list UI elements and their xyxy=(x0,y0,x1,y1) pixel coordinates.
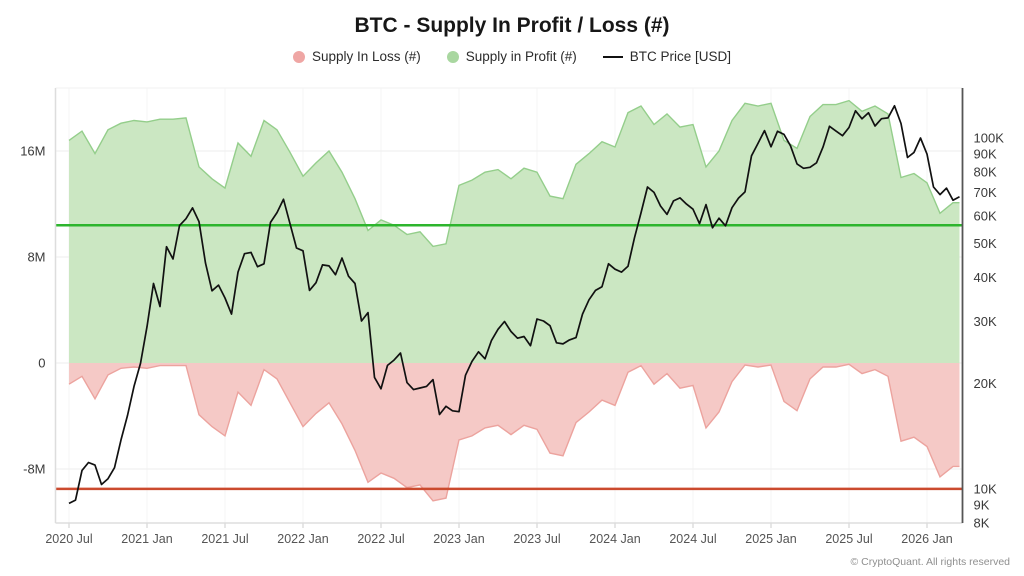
x-axis-tick-label: 2025 Jan xyxy=(745,532,796,546)
legend-item-1[interactable]: Supply in Profit (#) xyxy=(446,49,577,64)
x-axis-tick-label: 2024 Jul xyxy=(669,532,716,546)
x-axis-tick-label: 2020 Jul xyxy=(45,532,92,546)
left-axis-tick-label: 16M xyxy=(20,144,45,159)
right-axis-tick-label: 9K xyxy=(974,498,990,513)
right-axis-tick-label: 60K xyxy=(974,208,997,223)
legend-label: Supply in Profit (#) xyxy=(465,49,577,64)
x-axis-tick-label: 2022 Jan xyxy=(277,532,328,546)
right-axis-tick-label: 80K xyxy=(974,165,997,180)
left-axis-tick-label: 8M xyxy=(27,250,45,265)
chart-title: BTC - Supply In Profit / Loss (#) xyxy=(354,14,670,37)
x-axis-tick-label: 2026 Jan xyxy=(901,532,952,546)
btc-price-line xyxy=(68,104,960,505)
legend: Supply In Loss (#) Supply in Profit (#) BT… xyxy=(0,49,1024,64)
legend-label: Supply In Loss (#) xyxy=(311,49,421,64)
right-axis-tick-label: 30K xyxy=(974,314,997,329)
x-axis-tick-label: 2023 Jul xyxy=(513,532,560,546)
right-axis-tick-label: 40K xyxy=(974,270,997,285)
right-axis-tick-label: 20K xyxy=(974,376,997,391)
x-axis-tick-label: 2025 Jul xyxy=(825,532,872,546)
right-axis-tick-label: 70K xyxy=(974,185,997,200)
x-axis-tick-label: 2022 Jul xyxy=(357,532,404,546)
right-axis-tick-label: 10K xyxy=(974,482,997,497)
legend-label: BTC Price [USD] xyxy=(629,49,732,64)
right-axis-tick-label: 100K xyxy=(974,131,1005,146)
left-axis-tick-label: 0 xyxy=(38,356,45,371)
x-axis-tick-label: 2021 Jul xyxy=(201,532,248,546)
legend-dot-marker xyxy=(446,50,459,63)
right-axis-tick-label: 90K xyxy=(974,147,997,162)
right-axis-tick-label: 8K xyxy=(974,516,990,531)
x-axis-tick-label: 2021 Jan xyxy=(121,532,172,546)
right-axis-tick-label: 50K xyxy=(974,236,997,251)
supply-in-profit-area xyxy=(69,100,960,363)
x-axis-tick-label: 2024 Jan xyxy=(589,532,640,546)
legend-dot-marker xyxy=(292,50,305,63)
legend-line-marker xyxy=(602,55,623,58)
legend-item-2[interactable]: BTC Price [USD] xyxy=(602,49,732,64)
x-axis-tick-label: 2023 Jan xyxy=(433,532,484,546)
supply-in-loss-edge xyxy=(68,363,960,502)
legend-item-0[interactable]: Supply In Loss (#) xyxy=(292,49,421,64)
left-axis-tick-label: -8M xyxy=(23,462,45,477)
supply-in-profit-edge xyxy=(68,99,960,248)
copyright-note: © CryptoQuant. All rights reserved xyxy=(850,556,1010,568)
